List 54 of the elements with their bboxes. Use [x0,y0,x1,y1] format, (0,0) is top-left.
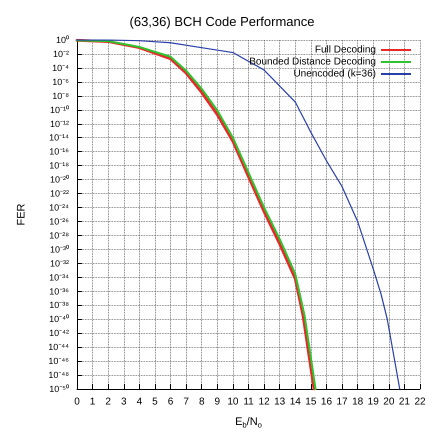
x-tick-label: 8 [198,396,205,408]
x-tick-label: 17 [336,396,348,408]
y-tick-label: 10⁻³⁶ [49,286,70,296]
y-tick-label: 10⁻¹² [50,118,69,129]
y-axis-title: FER [16,203,28,226]
x-tick-label: 16 [320,396,332,408]
y-tick-label: 10⁻⁵⁰ [49,384,69,394]
legend-label: Full Decoding [314,44,376,56]
y-tick-label: 10⁻²⁴ [49,202,70,213]
y-tick-label: 10⁻²⁰ [50,174,69,185]
x-tick-label: 7 [183,396,190,408]
y-tick-label: 10⁻³² [50,258,69,268]
y-tick-label: 10⁻²⁶ [49,216,70,226]
x-tick-label: 14 [290,396,302,408]
x-tick-label: 22 [414,396,426,408]
legend-label: Bounded Distance Decoding [249,56,376,68]
chart-title: (63,36) BCH Code Performance [130,14,314,29]
y-tick-label: 10⁻⁴⁴ [48,342,70,352]
x-tick-label: 4 [136,396,143,408]
y-tick-label: 10⁻¹⁰ [50,104,69,115]
y-tick-label: 10⁻²² [50,188,69,199]
y-tick-label: 10⁻⁴² [49,328,70,338]
x-tick-label: 12 [258,396,270,408]
x-tick-label: 0 [74,396,80,408]
y-tick-label: 10⁻³⁸ [49,300,70,310]
x-tick-label: 3 [120,396,127,408]
y-tick-label: 10⁻²⁸ [49,230,70,240]
x-tick-label: 10 [227,396,239,408]
x-tick-label: 11 [243,396,254,408]
x-tick-label: 20 [383,396,395,408]
y-tick-label: 10⁻¹⁴ [49,132,70,143]
legend-label: Unencoded (k=36) [293,68,376,80]
y-tick-label: 10⁻⁶ [52,76,70,87]
x-tick-label: 2 [105,396,112,408]
y-tick-label: 10⁻¹⁶ [49,146,70,157]
y-tick-label: 10⁻² [52,48,69,59]
x-tick-label: 21 [398,396,410,408]
y-tick-label: 10⁻⁸ [52,90,70,101]
y-tick-label: 10⁻⁴⁶ [48,356,70,366]
x-tick-label: 9 [214,396,221,408]
y-tick-label: 10⁰ [56,35,69,45]
x-tick-label: 19 [368,396,380,408]
y-tick-label: 10⁻³⁴ [49,272,70,282]
x-tick-label: 13 [274,396,286,408]
x-tick-label: 5 [152,396,158,408]
x-tick-label: 1 [90,396,96,408]
y-tick-label: 10⁻⁴⁸ [48,370,70,380]
x-tick-label: 6 [168,396,174,408]
y-tick-label: 10⁻⁴ [52,62,70,73]
y-tick-label: 10⁻¹⁸ [49,160,70,171]
x-tick-label: 18 [352,396,364,408]
y-tick-label: 10⁻⁴⁰ [49,314,69,324]
x-tick-label: 15 [305,396,317,408]
y-tick-label: 10⁻³⁰ [50,244,69,254]
